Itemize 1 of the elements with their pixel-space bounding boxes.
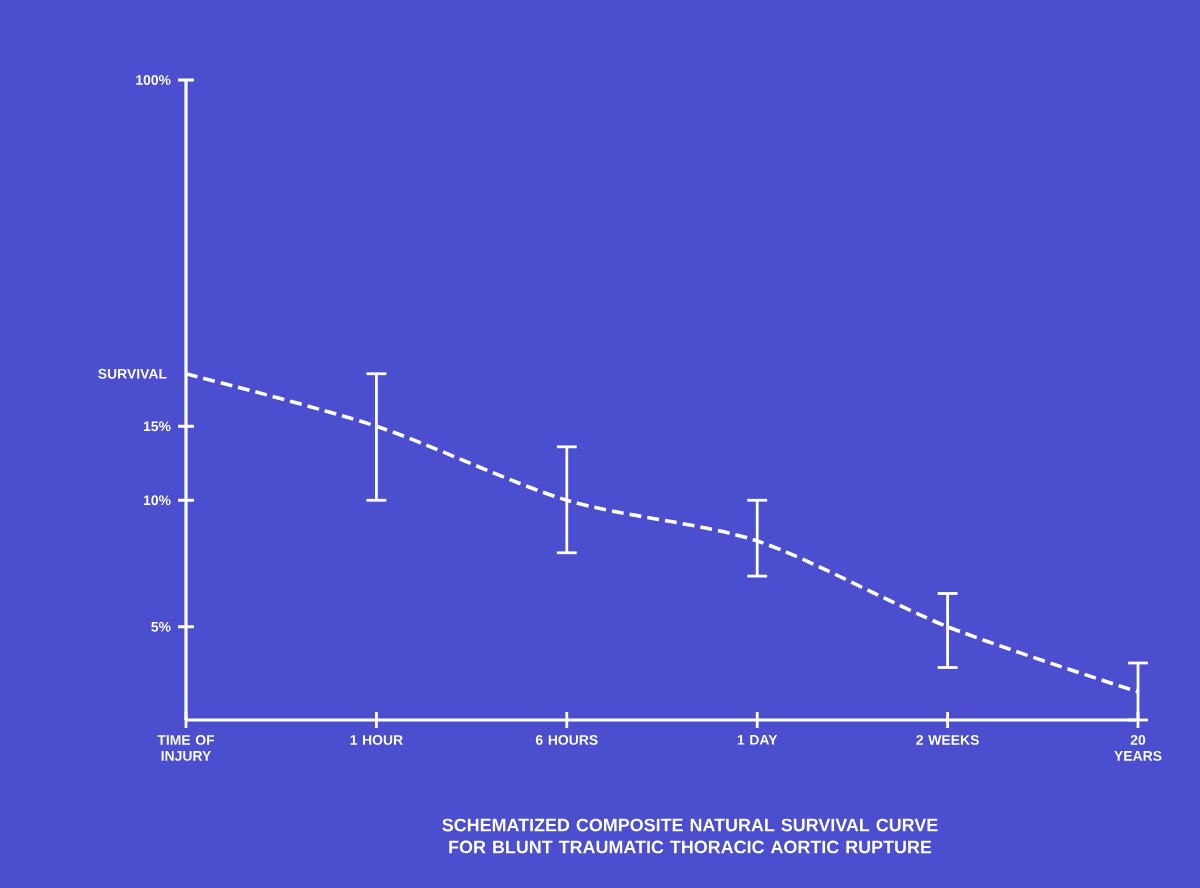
text: SCHEMATIZED COMPOSITE NATURAL SURVIVAL CURVE FOR BLUNT TRAUMATIC THORACIC AORTIC RUPTURE xyxy=(442,818,938,854)
